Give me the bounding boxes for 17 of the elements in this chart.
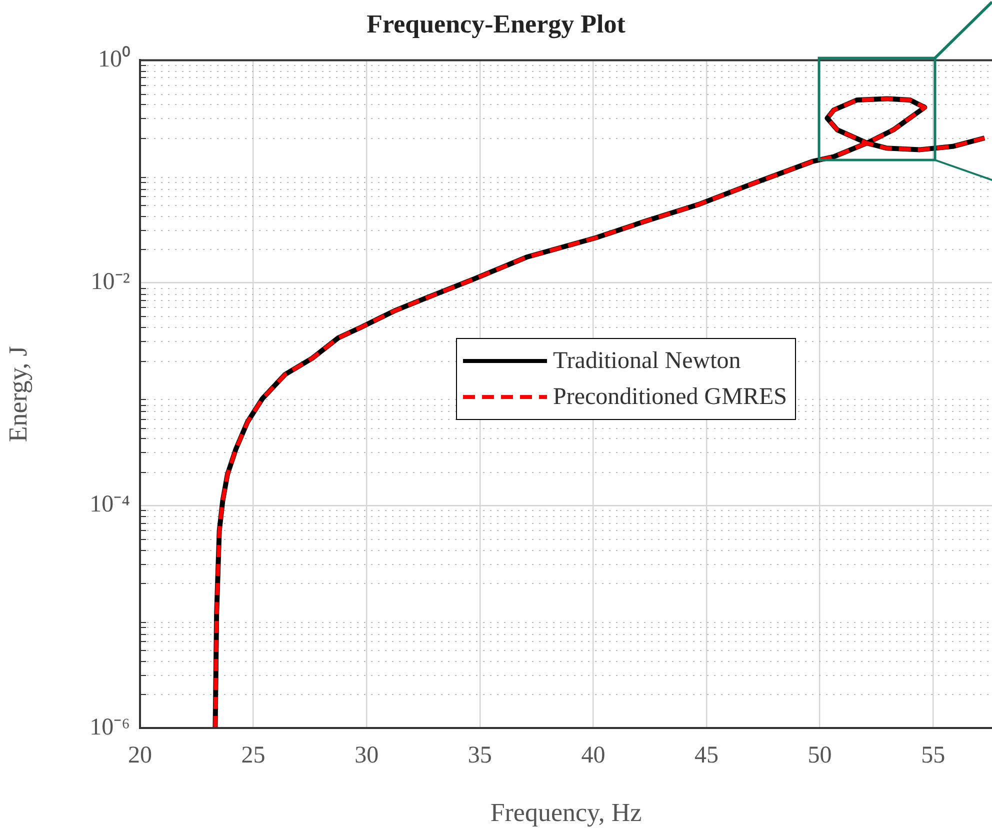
legend-label: Traditional Newton bbox=[553, 348, 741, 375]
x-tick-label: 30 bbox=[354, 742, 379, 769]
y-tick-label: 10⁻⁶ bbox=[90, 714, 130, 740]
y-axis-title: Energy, J bbox=[3, 346, 32, 442]
y-tick-label: 10⁰ bbox=[98, 45, 130, 72]
x-tick-label: 35 bbox=[468, 742, 492, 769]
x-axis-title: Frequency, Hz bbox=[490, 798, 642, 828]
x-tick-label: 50 bbox=[808, 742, 832, 769]
x-tick-label: 45 bbox=[694, 742, 718, 769]
x-tick-label: 40 bbox=[581, 742, 606, 769]
legend-label: Preconditioned GMRES bbox=[553, 384, 787, 411]
y-tick-label: 10⁻² bbox=[90, 269, 130, 296]
x-tick-label: 55 bbox=[921, 742, 946, 769]
chart-title: Frequency-Energy Plot bbox=[366, 9, 626, 38]
x-tick-label: 25 bbox=[241, 742, 266, 769]
y-tick-label: 10⁻⁴ bbox=[90, 492, 130, 518]
x-tick-label: 20 bbox=[128, 742, 152, 769]
